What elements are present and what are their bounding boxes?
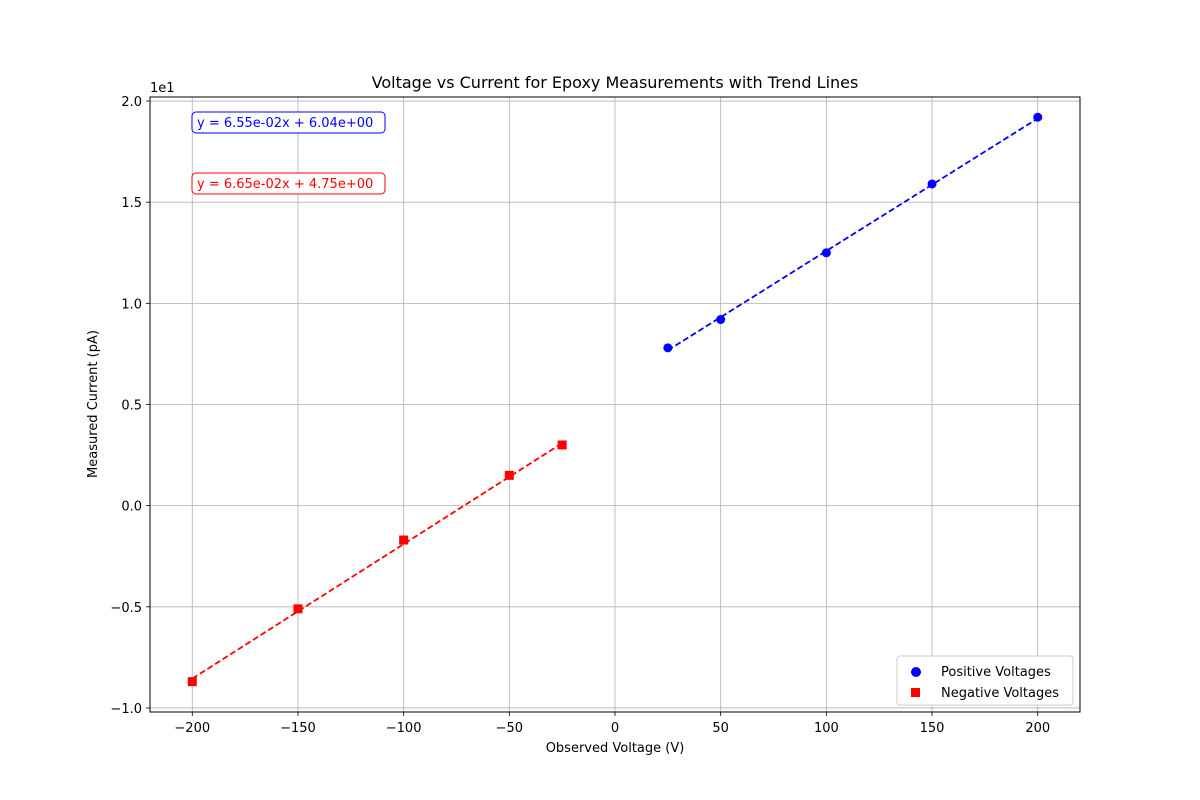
grid-lines (150, 97, 1080, 712)
negative-trend-line (191, 442, 563, 680)
legend-frame (896, 655, 1074, 706)
trend-lines (191, 117, 1039, 680)
axis-ticks: −200 −150 −100 −50 0 50 100 150 200 −1.0 −0.5 0.0 0.… (110, 95, 1050, 736)
negative-trend-equation: y = 6.65e-02x + 4.75e+00 (197, 177, 373, 192)
y-tick-label: 0.0 (121, 500, 142, 515)
data-points (187, 112, 1043, 687)
negative-data-point (504, 470, 514, 480)
x-tick-label: −100 (386, 721, 422, 736)
positive-equation-box (191, 111, 386, 134)
x-axis-label: Observed Voltage (V) (546, 741, 685, 756)
x-tick-label: −150 (280, 721, 316, 736)
y-axis-label: Measured Current (pA) (86, 330, 101, 478)
negative-data-point (557, 440, 567, 450)
x-tick-label: 0 (611, 721, 619, 736)
positive-data-point (716, 315, 726, 325)
positive-data-point (821, 248, 831, 258)
positive-trend-equation: y = 6.55e-02x + 6.04e+00 (197, 116, 373, 131)
x-tick-label: −50 (496, 721, 523, 736)
x-tick-label: −200 (174, 721, 210, 736)
y-tick-label: 1.0 (121, 297, 142, 312)
negative-data-point (187, 677, 197, 687)
y-axis-offset-label: 1e1 (150, 81, 175, 96)
legend-marker-positive (911, 667, 921, 677)
trend-equation-annotations: y = 6.55e-02x + 6.04e+00 y = 6.65e-02x +… (191, 111, 386, 195)
chart-title: Voltage vs Current for Epoxy Measurement… (372, 73, 859, 92)
legend-marker-negative (911, 688, 920, 697)
positive-trend-line (667, 117, 1039, 352)
legend-label-positive: Positive Voltages (941, 665, 1051, 680)
x-tick-label: 150 (920, 721, 945, 736)
y-tick-label: −1.0 (110, 702, 142, 717)
negative-data-point (293, 604, 303, 614)
negative-data-point (399, 535, 409, 545)
negative-equation-box (191, 172, 386, 195)
y-tick-label: 0.5 (121, 399, 142, 414)
positive-data-point (663, 343, 673, 353)
x-tick-label: 100 (814, 721, 839, 736)
positive-data-point (927, 179, 937, 189)
y-tick-label: −0.5 (110, 601, 142, 616)
legend: Positive Voltages Negative Voltages (896, 655, 1074, 706)
legend-label-negative: Negative Voltages (941, 686, 1059, 701)
y-tick-label: 1.5 (121, 196, 142, 211)
y-tick-label: 2.0 (121, 95, 142, 110)
positive-data-point (1033, 112, 1043, 122)
x-tick-label: 200 (1025, 721, 1050, 736)
x-tick-label: 50 (712, 721, 729, 736)
